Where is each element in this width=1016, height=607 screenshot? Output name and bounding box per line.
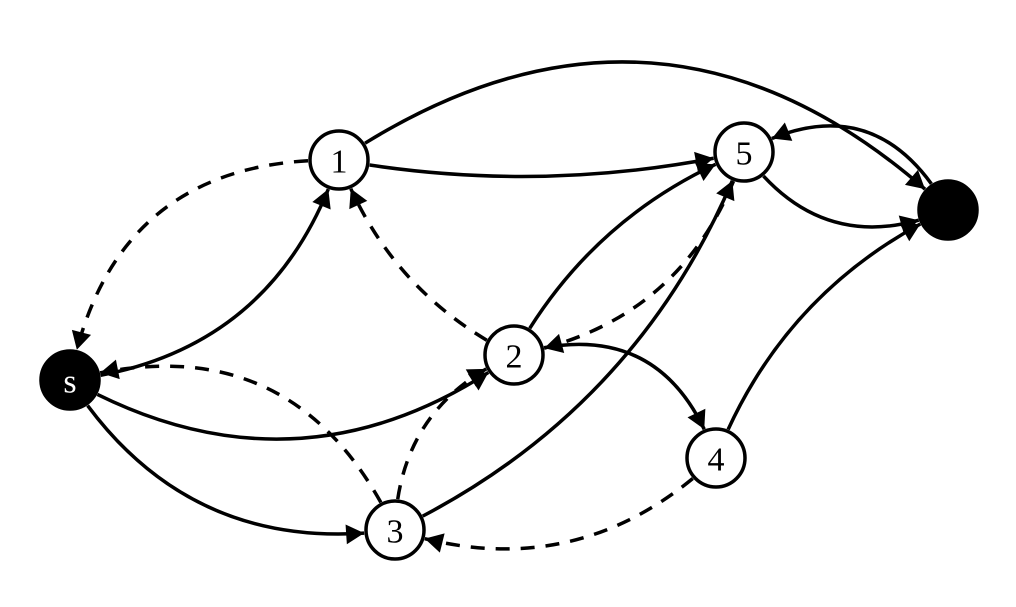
arrowhead-icon [544, 334, 564, 353]
graph-node-n2: 2 [485, 326, 543, 384]
arrowhead-icon [425, 533, 445, 552]
node-label: 2 [506, 339, 523, 376]
edge [530, 164, 716, 328]
edge [728, 224, 920, 429]
node-label: 5 [736, 136, 753, 173]
node-label: 1 [331, 144, 348, 181]
edge [88, 406, 365, 535]
graph-node-n4: 4 [687, 429, 745, 487]
graph-node-t [919, 181, 977, 239]
edge [370, 158, 714, 176]
edge [763, 176, 918, 227]
arrowhead-icon [346, 524, 365, 544]
node-label: 3 [387, 514, 404, 551]
graph-node-n5: 5 [715, 123, 773, 181]
graph-node-s: s [41, 351, 99, 409]
arrowhead-icon [72, 330, 91, 350]
node-circle [919, 181, 977, 239]
edge [398, 369, 487, 499]
edge [425, 479, 693, 549]
edge [423, 181, 733, 516]
node-label: s [63, 364, 76, 401]
edge [351, 189, 487, 341]
edge [77, 161, 308, 350]
node-label: 4 [708, 442, 725, 479]
edge [101, 189, 329, 375]
edge [97, 372, 488, 439]
graph-diagram: s 1 2 3 4 5 [0, 0, 1016, 607]
graph-node-n3: 3 [366, 501, 424, 559]
edge [544, 181, 733, 348]
edges-layer [72, 62, 931, 553]
graph-node-n1: 1 [310, 131, 368, 189]
